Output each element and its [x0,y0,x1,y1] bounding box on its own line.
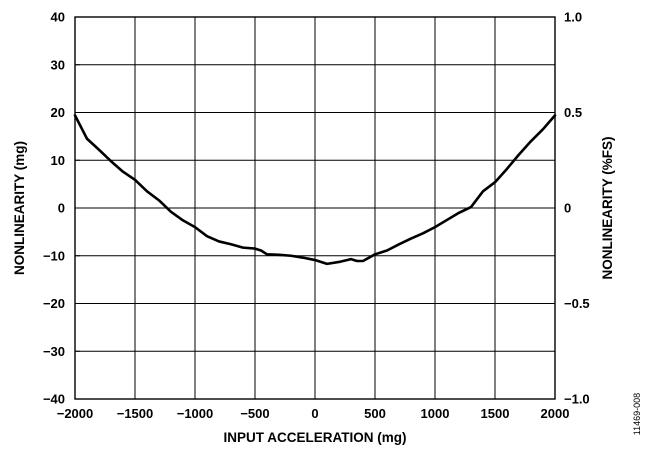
y-axis-title-right: NONLINEARITY (%FS) [600,136,615,279]
grid [75,17,555,399]
y-tick-label-left: 30 [51,57,65,72]
axis-ticks [74,16,556,400]
y-tick-label-left: −10 [43,248,65,263]
nonlinearity-curve [73,114,557,266]
y-tick-label-left: 0 [58,201,65,216]
y-tick-label-left: 10 [51,153,65,168]
x-tick-label: 1000 [421,406,450,421]
tick-labels: −2000 −1500 −1000 −500 0 500 1000 1500 2000−40−3… [43,10,590,422]
y-tick-label-right: 1.0 [564,10,582,25]
y-tick-label-left: 20 [51,105,65,120]
y-tick-label-left: −30 [43,344,65,359]
x-tick-label: 2000 [541,406,570,421]
x-tick-label: −1000 [177,406,214,421]
y-tick-label-right: 0.5 [564,105,582,120]
x-tick-label: −2000 [57,406,94,421]
x-tick-label: 0 [311,406,318,421]
x-tick-label: 1500 [481,406,510,421]
y-tick-label-right: −0.5 [564,296,590,311]
y-tick-label-left: −40 [43,392,65,407]
x-tick-label: 500 [364,406,386,421]
y-axis-title-left: NONLINEARITY (mg) [12,141,27,275]
x-axis-title: INPUT ACCELERATION (mg) [224,430,407,445]
x-tick-label: −500 [240,406,269,421]
y-tick-label-right: 0 [564,201,571,216]
x-tick-label: −1500 [117,406,154,421]
y-tick-label-left: −20 [43,296,65,311]
y-tick-label-left: 40 [51,10,65,25]
figure-id: 11469-008 [632,393,642,435]
y-tick-label-right: −1.0 [564,392,590,407]
